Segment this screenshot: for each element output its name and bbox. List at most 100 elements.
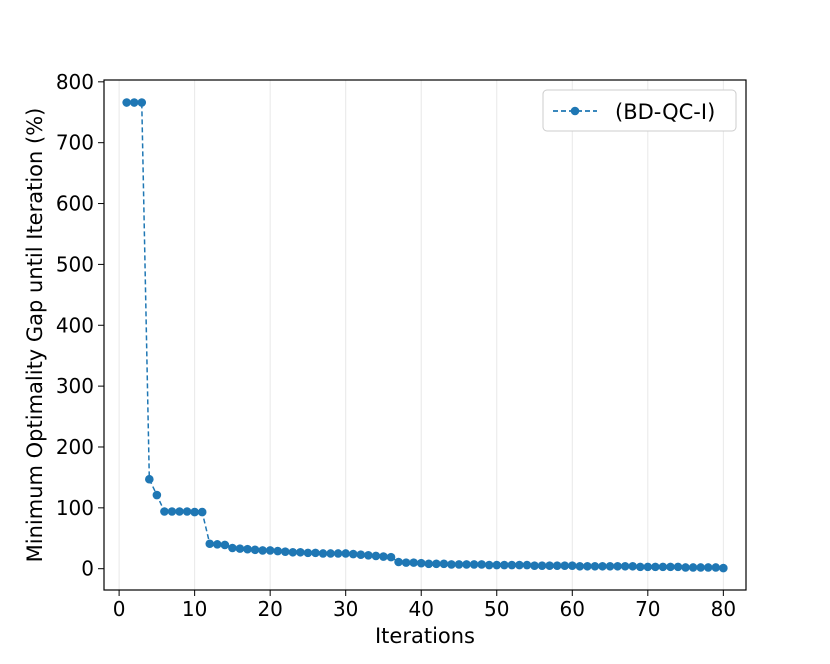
data-point [379, 552, 388, 561]
data-point [394, 557, 403, 567]
series-layer [122, 98, 728, 573]
x-tick-label: 30 [333, 597, 358, 621]
data-point [522, 560, 532, 570]
data-point [454, 560, 464, 569]
data-point [220, 540, 230, 550]
data-point [288, 547, 298, 557]
y-axis: 0 100 200 300 400 500 600 700 800 [56, 70, 104, 581]
data-point [432, 559, 441, 569]
data-point [477, 560, 486, 569]
plot-frame [103, 79, 747, 591]
data-point [228, 543, 237, 553]
data-point [590, 561, 600, 571]
data-point [628, 561, 638, 571]
data-point [137, 98, 147, 107]
grid [118, 80, 724, 590]
y-tick-label: 700 [56, 131, 94, 155]
data-point [333, 549, 343, 558]
data-point [719, 563, 728, 573]
data-point [280, 547, 290, 556]
data-point [145, 474, 154, 484]
data-point [703, 563, 713, 572]
data-point [371, 551, 381, 561]
x-axis: 0 10 20 30 40 50 60 70 80 [113, 590, 736, 621]
data-point [500, 560, 509, 570]
x-tick-label: 40 [408, 597, 433, 621]
data-point [530, 561, 539, 570]
x-tick-label: 20 [257, 597, 282, 621]
data-point [560, 561, 570, 570]
data-point [167, 507, 177, 516]
data-point [250, 545, 260, 555]
x-tick-label: 70 [635, 597, 660, 621]
data-point [567, 561, 577, 570]
data-point [424, 559, 434, 569]
data-point [341, 549, 350, 558]
data-point [711, 563, 721, 572]
data-point [658, 562, 668, 572]
data-point [197, 507, 207, 517]
data-point [190, 507, 199, 517]
data-point [152, 490, 162, 500]
data-point [613, 561, 622, 571]
data-point [583, 561, 592, 571]
data-point [575, 561, 585, 571]
data-point [356, 550, 366, 560]
y-tick-label: 800 [56, 70, 94, 94]
data-point [265, 546, 275, 555]
data-point [507, 560, 517, 570]
data-point [635, 562, 645, 572]
data-point [129, 98, 139, 107]
data-point [311, 548, 320, 558]
data-point [326, 549, 335, 558]
data-point [348, 549, 358, 559]
data-point [175, 507, 184, 516]
data-point [673, 562, 683, 572]
y-tick-label: 0 [81, 557, 94, 581]
data-point [537, 561, 547, 570]
x-tick-label: 0 [113, 597, 126, 621]
x-axis-label: Iterations [375, 624, 475, 648]
y-tick-label: 300 [56, 374, 94, 398]
data-point [552, 561, 562, 570]
data-point [469, 560, 479, 569]
data-point [273, 546, 283, 556]
data-point [416, 558, 426, 568]
legend-box [542, 89, 737, 132]
data-point [688, 563, 698, 572]
y-tick-label: 500 [56, 252, 94, 276]
data-point [386, 552, 396, 562]
data-point [364, 551, 373, 560]
data-point [182, 507, 192, 516]
y-axis-label: Minimum Optimality Gap until Iteration (… [23, 108, 47, 563]
data-point [212, 540, 222, 549]
legend: (BD-QC-I) [542, 89, 737, 132]
data-point [605, 561, 615, 571]
data-point [318, 549, 328, 558]
x-tick-label: 10 [182, 597, 207, 621]
y-tick-label: 200 [56, 435, 94, 459]
data-point [401, 558, 411, 567]
data-point [696, 563, 705, 572]
data-point [484, 560, 494, 570]
y-tick-label: 400 [56, 313, 94, 337]
data-point [620, 561, 630, 571]
data-point [598, 561, 607, 571]
data-point [160, 507, 169, 516]
data-point [681, 563, 690, 572]
data-point [258, 546, 267, 555]
data-point [447, 560, 456, 569]
y-tick-label: 600 [56, 192, 94, 216]
data-point [243, 544, 252, 554]
data-point [303, 548, 313, 558]
x-tick-label: 80 [711, 597, 736, 621]
data-point [492, 560, 502, 570]
x-tick-label: 50 [484, 597, 509, 621]
legend-label: (BD-QC-I) [615, 100, 715, 124]
data-point [651, 562, 660, 572]
x-tick-label: 60 [560, 597, 585, 621]
data-point [666, 562, 675, 572]
data-point [205, 539, 215, 549]
legend-marker-icon [570, 106, 580, 116]
